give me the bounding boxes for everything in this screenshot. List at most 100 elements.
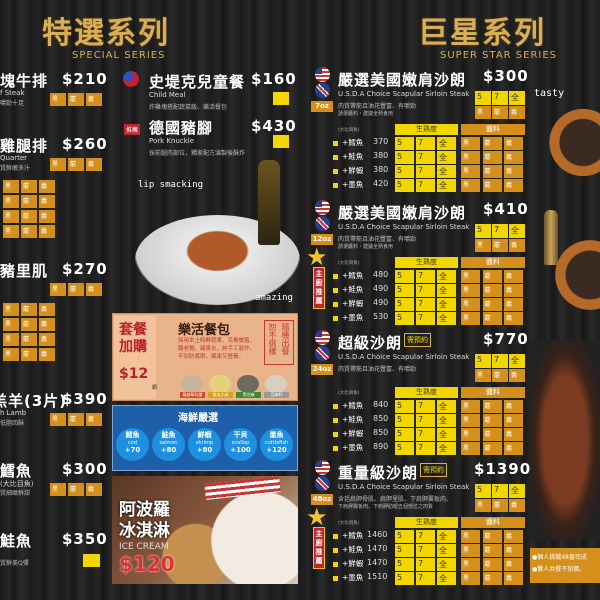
addon-doneness-option[interactable]: 5 <box>395 312 414 325</box>
addon-doneness-option[interactable]: 7 <box>416 179 435 192</box>
sauce-option[interactable]: 蘑 <box>21 348 37 361</box>
addon-sauce-option[interactable]: 蘑 <box>482 414 502 427</box>
addon-sauce-option[interactable]: 義 <box>504 400 523 413</box>
sauce-option[interactable]: 義 <box>39 318 55 331</box>
sauce-option[interactable]: 義 <box>39 333 55 346</box>
addon-sauce-option[interactable]: 蘑 <box>482 400 502 413</box>
addon-sauce-option[interactable]: 義 <box>504 572 523 585</box>
sauce-option[interactable]: 黑 <box>3 318 19 331</box>
addon-sauce-option[interactable]: 義 <box>504 442 523 455</box>
doneness-option[interactable]: 7 <box>492 354 508 368</box>
addon-sauce-option[interactable]: 義 <box>504 284 523 297</box>
addon-doneness-option[interactable]: 7 <box>416 298 435 311</box>
addon-sauce-option[interactable]: 黑 <box>461 572 480 585</box>
addon-sauce-option[interactable]: 黑 <box>461 414 480 427</box>
sauce-option[interactable]: 義 <box>86 158 102 171</box>
addon-doneness-option[interactable]: 全 <box>437 400 456 413</box>
sauce-option[interactable]: 蘑 <box>21 318 37 331</box>
addon-sauce-option[interactable]: 黑 <box>461 298 480 311</box>
addon-doneness-option[interactable]: 5 <box>395 137 414 150</box>
sauce-option[interactable]: 義 <box>86 413 102 426</box>
addon-sauce-option[interactable]: 黑 <box>461 558 480 571</box>
addon-doneness-option[interactable]: 全 <box>437 530 456 543</box>
addon-doneness-option[interactable]: 全 <box>437 298 456 311</box>
addon-doneness-option[interactable]: 7 <box>416 151 435 164</box>
addon-doneness-option[interactable]: 7 <box>416 137 435 150</box>
sauce-option[interactable]: 黑 <box>3 303 19 316</box>
addon-doneness-option[interactable]: 全 <box>437 270 456 283</box>
addon-sauce-option[interactable]: 蘑 <box>482 284 502 297</box>
sauce-option[interactable]: 黑 <box>50 283 66 296</box>
addon-sauce-option[interactable]: 義 <box>504 428 523 441</box>
addon-doneness-option[interactable]: 全 <box>437 165 456 178</box>
addon-sauce-option[interactable]: 蘑 <box>482 137 502 150</box>
sauce-option[interactable]: 黑 <box>475 106 491 119</box>
addon-doneness-option[interactable]: 7 <box>416 270 435 283</box>
addon-doneness-option[interactable]: 7 <box>416 442 435 455</box>
addon-doneness-option[interactable]: 5 <box>395 151 414 164</box>
sauce-option[interactable]: 蘑 <box>21 303 37 316</box>
addon-doneness-option[interactable]: 全 <box>437 414 456 427</box>
addon-sauce-option[interactable]: 義 <box>504 137 523 150</box>
addon-doneness-option[interactable]: 7 <box>416 572 435 585</box>
sauce-option[interactable]: 黑 <box>3 180 19 193</box>
addon-sauce-option[interactable]: 蘑 <box>482 165 502 178</box>
sauce-option[interactable]: 蘑 <box>68 413 84 426</box>
addon-sauce-option[interactable]: 黑 <box>461 312 480 325</box>
child-meal-option[interactable] <box>273 92 289 105</box>
sauce-option[interactable]: 黑 <box>475 239 491 252</box>
addon-sauce-option[interactable]: 黑 <box>461 530 480 543</box>
addon-doneness-option[interactable]: 7 <box>416 428 435 441</box>
sauce-option[interactable]: 義 <box>39 225 55 238</box>
sauce-option[interactable]: 蘑 <box>492 499 508 512</box>
addon-doneness-option[interactable]: 7 <box>416 558 435 571</box>
addon-doneness-option[interactable]: 5 <box>395 530 414 543</box>
addon-doneness-option[interactable]: 5 <box>395 544 414 557</box>
addon-doneness-option[interactable]: 5 <box>395 298 414 311</box>
addon-doneness-option[interactable]: 全 <box>437 428 456 441</box>
addon-doneness-option[interactable]: 全 <box>437 137 456 150</box>
addon-doneness-option[interactable]: 全 <box>437 442 456 455</box>
sauce-option[interactable]: 義 <box>86 483 102 496</box>
addon-sauce-option[interactable]: 蘑 <box>482 179 502 192</box>
sauce-option[interactable]: 蘑 <box>21 180 37 193</box>
sauce-option[interactable]: 蘑 <box>492 369 508 382</box>
addon-sauce-option[interactable]: 義 <box>504 165 523 178</box>
doneness-option[interactable]: 全 <box>509 484 525 498</box>
addon-doneness-option[interactable]: 全 <box>437 544 456 557</box>
sauce-option[interactable]: 蘑 <box>21 195 37 208</box>
sauce-option[interactable]: 蘑 <box>21 225 37 238</box>
seafood-option-cuttlefish[interactable]: 墨魚 cuttlefish +120 <box>260 428 293 461</box>
addon-sauce-option[interactable]: 義 <box>504 298 523 311</box>
addon-sauce-option[interactable]: 蘑 <box>482 558 502 571</box>
doneness-option[interactable]: 5 <box>475 484 491 498</box>
addon-doneness-option[interactable]: 全 <box>437 151 456 164</box>
addon-doneness-option[interactable]: 全 <box>437 312 456 325</box>
addon-sauce-option[interactable]: 蘑 <box>482 270 502 283</box>
sauce-option[interactable]: 蘑 <box>21 333 37 346</box>
sauce-option[interactable]: 義 <box>39 210 55 223</box>
addon-doneness-option[interactable]: 全 <box>437 558 456 571</box>
addon-sauce-option[interactable]: 黑 <box>461 544 480 557</box>
doneness-option[interactable]: 5 <box>475 354 491 368</box>
addon-doneness-option[interactable]: 5 <box>395 270 414 283</box>
sauce-option[interactable]: 黑 <box>3 333 19 346</box>
doneness-option[interactable]: 全 <box>509 91 525 105</box>
sauce-option[interactable]: 黑 <box>3 195 19 208</box>
sauce-option[interactable]: 義 <box>86 93 102 106</box>
addon-sauce-option[interactable]: 黑 <box>461 137 480 150</box>
addon-sauce-option[interactable]: 黑 <box>461 165 480 178</box>
sauce-option[interactable]: 義 <box>39 180 55 193</box>
doneness-option[interactable]: 5 <box>475 224 491 238</box>
addon-doneness-option[interactable]: 7 <box>416 165 435 178</box>
addon-sauce-option[interactable]: 黑 <box>461 151 480 164</box>
addon-doneness-option[interactable]: 全 <box>437 179 456 192</box>
doneness-option[interactable]: 7 <box>492 224 508 238</box>
sauce-option[interactable]: 黑 <box>3 348 19 361</box>
addon-sauce-option[interactable]: 黑 <box>461 400 480 413</box>
addon-sauce-option[interactable]: 黑 <box>461 428 480 441</box>
addon-doneness-option[interactable]: 7 <box>416 312 435 325</box>
addon-doneness-option[interactable]: 7 <box>416 284 435 297</box>
addon-sauce-option[interactable]: 黑 <box>461 284 480 297</box>
sauce-option[interactable]: 黑 <box>3 225 19 238</box>
